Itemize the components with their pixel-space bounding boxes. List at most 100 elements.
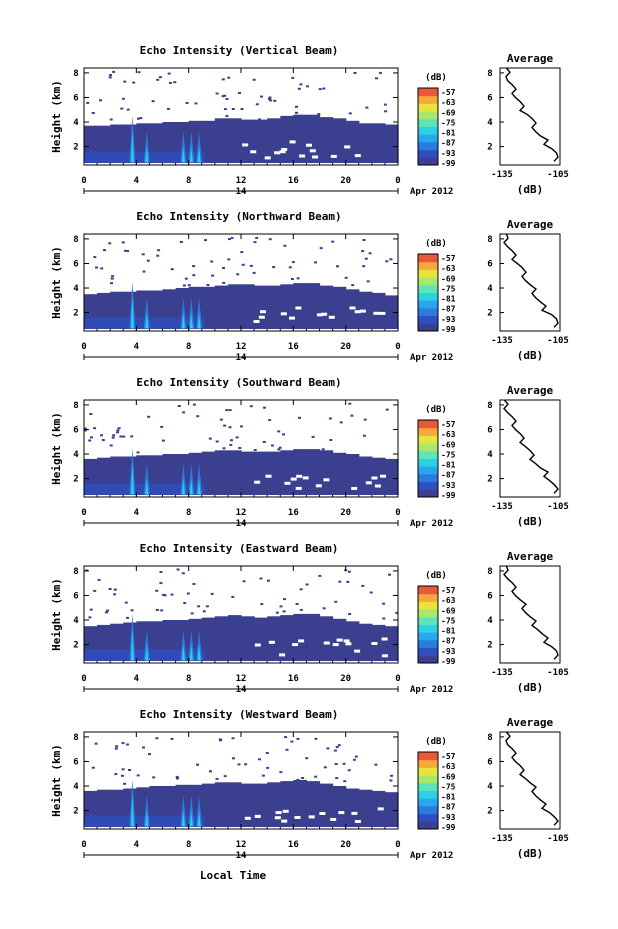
echo-speckle (117, 427, 121, 430)
echo-speckle (215, 440, 219, 443)
plume-core (130, 628, 134, 661)
colorbar-unit: (dB) (425, 239, 447, 249)
colorbar-swatch (418, 261, 438, 270)
echo-gap (284, 481, 291, 485)
echo-speckle (384, 110, 388, 113)
echo-gap (330, 154, 337, 158)
colorbar-swatch (418, 655, 438, 664)
y-tick-label: 8 (73, 401, 78, 411)
y-tick-label: 4 (73, 616, 79, 626)
avg-y-tick-label: 6 (487, 93, 492, 103)
plume-core (197, 312, 201, 329)
echo-speckle (227, 76, 231, 79)
colorbar-swatch (418, 284, 438, 293)
echo-speckle (249, 264, 253, 267)
echo-speckle (294, 783, 298, 786)
x-tick-label: 8 (186, 674, 191, 684)
echo-speckle (291, 76, 295, 79)
echo-speckle (228, 426, 232, 429)
y-axis-label: Height (km) (50, 246, 63, 319)
y-tick-label: 8 (73, 733, 78, 743)
echo-cell (280, 115, 294, 163)
plume-core (189, 810, 193, 827)
echo-speckle (227, 258, 231, 261)
echo-speckle (161, 439, 165, 442)
echo-speckle (208, 437, 212, 440)
echo-gap (254, 480, 261, 484)
echo-speckle (351, 284, 355, 287)
echo-speckle (267, 97, 271, 100)
plume-core (181, 478, 185, 495)
colorbar-swatch (418, 149, 438, 158)
echo-cell (293, 613, 307, 661)
echo-speckle (158, 76, 162, 79)
x-tick-label: 4 (134, 508, 140, 518)
echo-speckle (84, 427, 87, 430)
echo-gap (336, 638, 343, 642)
echo-speckle (176, 777, 179, 780)
echo-speckle (361, 250, 365, 253)
echo-speckle (335, 746, 339, 749)
echo-speckle (157, 249, 161, 252)
echo-speckle (192, 403, 196, 406)
echo-speckle (136, 774, 140, 777)
echo-speckle (268, 419, 272, 422)
echo-speckle (223, 108, 227, 111)
echo-gap (359, 309, 366, 313)
echo-speckle (263, 406, 266, 409)
echo-speckle (128, 769, 131, 771)
echo-speckle (223, 424, 227, 427)
echo-speckle (228, 451, 231, 454)
echo-speckle (89, 608, 93, 611)
echo-speckle (269, 783, 273, 786)
echo-speckle (166, 107, 170, 110)
x-tick-label: 0 (81, 342, 86, 352)
echo-gap (244, 816, 251, 820)
echo-speckle (112, 434, 116, 437)
echo-speckle (136, 451, 140, 454)
low-layer (84, 317, 205, 329)
echo-speckle (347, 570, 351, 573)
echo-speckle (319, 247, 323, 250)
echo-speckle (283, 244, 287, 247)
x-tick-label: 4 (134, 176, 140, 186)
echo-gap (295, 306, 302, 310)
avg-y-tick-label: 4 (487, 782, 493, 792)
plume-core (145, 810, 149, 827)
colorbar-swatch (418, 307, 438, 317)
avg-x-axis-label: (dB) (517, 183, 544, 196)
colorbar-label: -63 (441, 264, 456, 273)
echo-speckle (298, 416, 301, 419)
echo-cell (267, 451, 281, 495)
echo-cell (332, 786, 347, 827)
echo-speckle (305, 616, 309, 619)
echo-speckle (197, 605, 201, 608)
average-profile-line (505, 67, 559, 162)
echo-speckle (235, 436, 239, 439)
echo-speckle (86, 101, 90, 104)
echo-speckle (362, 434, 366, 437)
colorbar-label: -63 (441, 762, 456, 771)
echo-speckle (374, 763, 378, 766)
avg-x-tick-label: -105 (547, 502, 569, 512)
echo-speckle (238, 92, 241, 94)
colorbar-label: -93 (441, 813, 456, 822)
echo-cell (280, 450, 294, 495)
echo-gap (268, 640, 275, 644)
echo-cell (201, 783, 216, 827)
plume-core (145, 478, 149, 495)
echo-gap (298, 639, 305, 643)
average-title: Average (507, 550, 554, 563)
echo-speckle (202, 610, 206, 613)
echo-speckle (109, 444, 113, 447)
date-label: 14 (236, 353, 247, 363)
echo-speckle (368, 252, 372, 255)
y-tick-label: 2 (73, 641, 78, 651)
colorbar-swatch (418, 269, 438, 278)
beam-panel: Echo Intensity (Vertical Beam) 8 6 4 2 Height… (50, 44, 569, 197)
x-tick-label: 0 (81, 674, 86, 684)
echo-speckle (385, 260, 389, 263)
avg-y-tick-label: 8 (487, 733, 492, 743)
echo-speckle (383, 103, 387, 106)
colorbar-label: -63 (441, 596, 456, 605)
